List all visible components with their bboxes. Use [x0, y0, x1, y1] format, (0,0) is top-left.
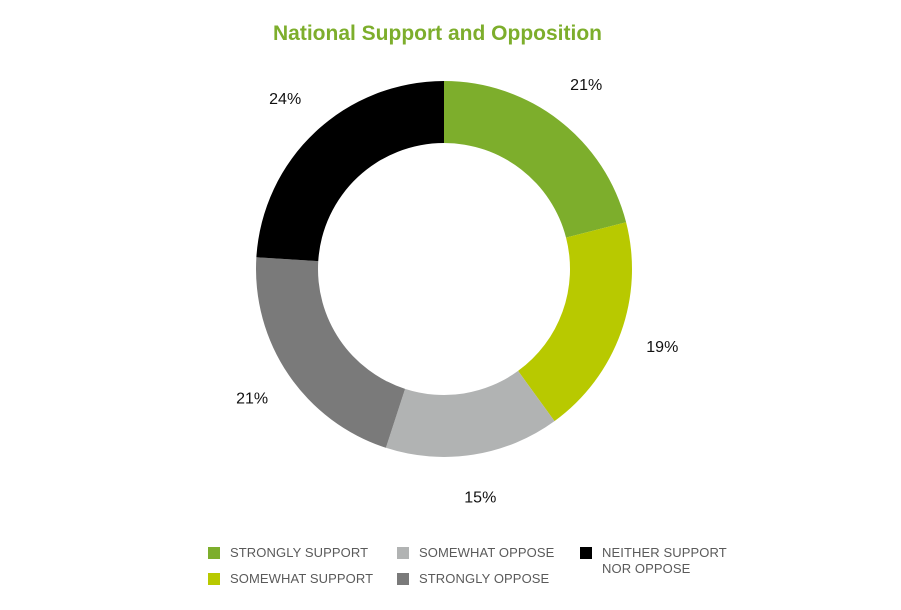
chart-title: National Support and Opposition — [273, 22, 602, 45]
slice-somewhat-oppose — [385, 370, 555, 458]
slice-strongly-support — [444, 81, 627, 238]
slice-label-strongly-oppose: 21% — [236, 391, 268, 408]
slice-neither-support-nor-oppose — [256, 81, 444, 262]
donut-labels: 21% 19% 15% 21% 24% — [236, 77, 678, 506]
slice-label-neither-support-nor-oppose: 24% — [269, 91, 301, 108]
donut-slices — [255, 81, 632, 458]
slice-label-somewhat-support: 19% — [646, 339, 678, 356]
slice-strongly-oppose — [255, 257, 406, 448]
slice-label-somewhat-oppose: 15% — [464, 489, 496, 506]
slice-label-strongly-support: 21% — [570, 77, 602, 94]
slice-somewhat-support — [518, 222, 632, 422]
